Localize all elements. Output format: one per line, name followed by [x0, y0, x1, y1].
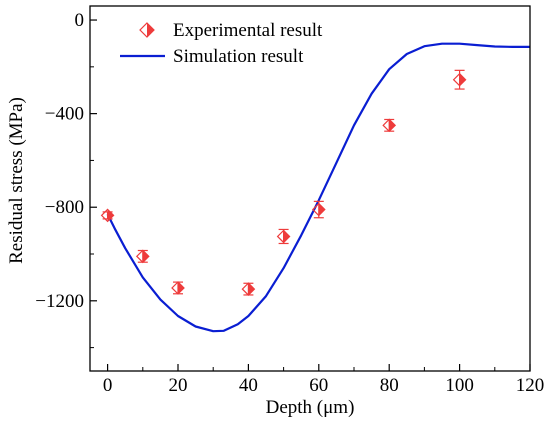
diamond-marker	[171, 281, 185, 295]
diamond-filled-half	[142, 250, 149, 263]
diamond-outline	[100, 208, 115, 223]
x-tick-label: 40	[239, 375, 258, 396]
y-tick-label: −400	[45, 104, 84, 125]
data-point	[100, 208, 115, 223]
x-tick-label: 120	[516, 375, 545, 396]
diamond-marker	[135, 249, 150, 264]
diamond-outline	[171, 281, 185, 295]
diamond-filled-half	[107, 209, 114, 222]
y-tick-label: −1200	[35, 291, 84, 312]
diamond-marker	[241, 282, 256, 296]
data-point	[452, 69, 467, 90]
data-point	[241, 282, 256, 296]
x-axis-title: Depth (μm)	[266, 397, 355, 418]
axes: 0 20 40 60 80 100 120 0 −400 −800 −1200	[35, 10, 544, 396]
x-tick-label: 80	[380, 375, 399, 396]
simulation-line	[106, 42, 530, 333]
diamond-outline	[452, 72, 467, 87]
diamond-marker	[276, 229, 291, 244]
y-tick-label: −800	[45, 197, 84, 218]
data-point	[135, 249, 150, 264]
plot-frame	[89, 5, 531, 372]
diamond-filled-half	[459, 73, 466, 86]
diamond-filled-half	[147, 23, 154, 37]
x-tick-label: 0	[103, 375, 113, 396]
legend-label-experimental: Experimental result	[173, 20, 323, 41]
data-point	[311, 200, 326, 219]
legend-label-simulation: Simulation result	[173, 46, 304, 67]
diamond-filled-half	[178, 281, 184, 294]
diamond-outline	[135, 249, 150, 264]
x-tick-label: 20	[169, 375, 188, 396]
diamond-marker	[382, 118, 397, 133]
diamond-outline	[311, 202, 326, 217]
diamond-outline	[139, 22, 155, 38]
diamond-filled-half	[248, 283, 255, 296]
diamond-marker	[452, 72, 467, 87]
legend-diamond	[139, 22, 155, 38]
legend: Experimental result Simulation result	[120, 20, 323, 67]
data-point	[382, 118, 397, 133]
diamond-filled-half	[283, 230, 290, 243]
diamond-outline	[382, 118, 397, 133]
legend-marker-experimental	[139, 22, 155, 38]
data-point	[276, 228, 291, 245]
y-tick-label: 0	[75, 10, 85, 31]
data-point	[171, 281, 185, 295]
diamond-filled-half	[389, 119, 396, 132]
diamond-marker	[100, 208, 115, 223]
diamond-outline	[276, 229, 291, 244]
plot-marks	[100, 42, 530, 333]
x-tick-label: 100	[445, 375, 474, 396]
diamond-marker	[311, 202, 326, 217]
x-tick-label: 60	[309, 375, 328, 396]
y-axis-title: Residual stress (MPa)	[6, 97, 27, 264]
diamond-outline	[241, 282, 256, 296]
diamond-filled-half	[318, 203, 325, 216]
